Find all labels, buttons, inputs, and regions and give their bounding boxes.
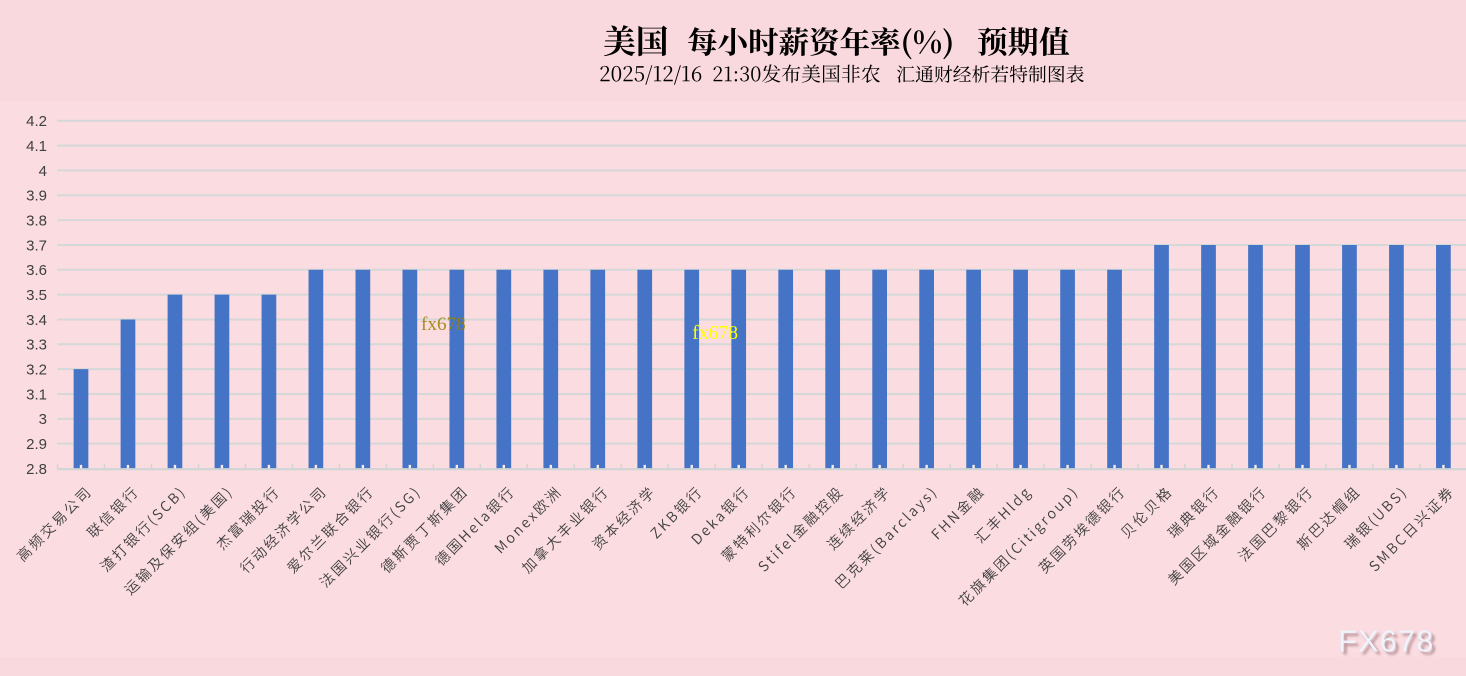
svg-text:3.6: 3.6 [26, 262, 47, 279]
svg-text:3.5: 3.5 [26, 287, 47, 304]
svg-text:3.2: 3.2 [26, 362, 47, 379]
svg-text:3.4: 3.4 [26, 312, 47, 329]
svg-text:2.8: 2.8 [26, 461, 47, 478]
svg-text:fx678: fx678 [421, 314, 466, 335]
svg-text:3: 3 [39, 411, 47, 428]
svg-text:3.9: 3.9 [26, 188, 47, 205]
svg-text:2.9: 2.9 [26, 436, 47, 453]
svg-text:4: 4 [39, 163, 47, 180]
svg-text:3.7: 3.7 [26, 237, 47, 254]
svg-text:3.8: 3.8 [26, 213, 47, 230]
svg-text:4.1: 4.1 [26, 138, 47, 155]
svg-text:FX678: FX678 [1341, 628, 1437, 662]
svg-text:4.2: 4.2 [26, 113, 47, 130]
svg-text:fx678: fx678 [692, 323, 738, 344]
svg-text:3.1: 3.1 [26, 386, 47, 403]
svg-text:3.3: 3.3 [26, 337, 47, 354]
svg-text:FX678: FX678 [1338, 625, 1434, 659]
